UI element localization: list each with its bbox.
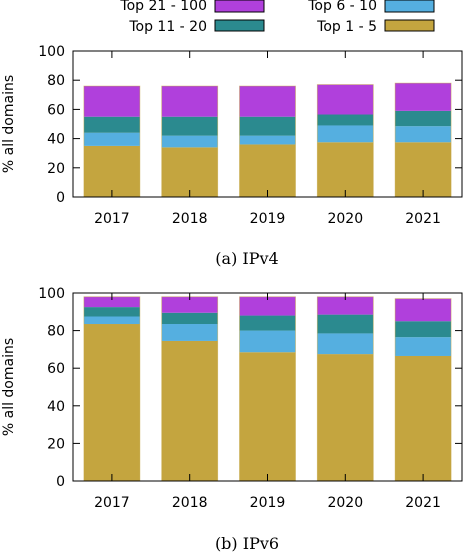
x-tick-label-2020: 2020 <box>327 495 363 511</box>
bar-top-11-20-2021 <box>395 321 452 338</box>
bar-top-1-5-2020 <box>317 354 374 481</box>
legend-label-top-11-20: Top 11 - 20 <box>128 19 207 35</box>
plot-frame <box>72 50 463 198</box>
bar-top-21-100-2018 <box>161 296 218 313</box>
x-tick-label-2019: 2019 <box>250 495 286 511</box>
bar-top-1-5-2019 <box>239 144 296 197</box>
bar-top-1-5-2017 <box>83 145 140 197</box>
y-tick-label: 100 <box>38 44 65 60</box>
legend-label-top-1-5: Top 1 - 5 <box>316 19 377 35</box>
bar-top-6-10-2021 <box>395 337 452 356</box>
bar-top-11-20-2017 <box>83 116 140 133</box>
bar-top-1-5-2018 <box>161 147 218 197</box>
y-tick-label: 60 <box>47 361 65 377</box>
bar-top-1-5-2021 <box>395 355 452 481</box>
x-tick-label-2017: 2017 <box>94 495 130 511</box>
x-tick-label-2017: 2017 <box>94 211 130 227</box>
bar-top-11-20-2018 <box>161 312 218 325</box>
y-tick-label: 0 <box>56 474 65 490</box>
bar-top-6-10-2021 <box>395 126 452 143</box>
bar-top-11-20-2017 <box>83 307 140 317</box>
bar-top-11-20-2020 <box>317 114 374 126</box>
bar-top-21-100-2020 <box>317 296 374 315</box>
bar-top-6-10-2020 <box>317 333 374 355</box>
bar-top-21-100-2018 <box>161 86 218 117</box>
x-tick-label-2021: 2021 <box>405 211 441 227</box>
y-tick-label: 40 <box>47 399 65 415</box>
bar-top-1-5-2021 <box>395 142 452 197</box>
bar-top-21-100-2017 <box>83 296 140 308</box>
chart-caption: (b) IPv6 <box>215 534 279 553</box>
bar-top-11-20-2020 <box>317 314 374 334</box>
legend-swatch-top-11-20 <box>214 19 265 32</box>
x-tick-label-2018: 2018 <box>172 495 208 511</box>
y-tick-label: 0 <box>56 190 65 206</box>
x-tick-label-2021: 2021 <box>405 495 441 511</box>
bar-top-11-20-2021 <box>395 110 452 127</box>
bar-top-1-5-2017 <box>83 324 140 481</box>
bar-top-21-100-2021 <box>395 83 452 111</box>
legend-label-top-6-10: Top 6 - 10 <box>307 0 377 14</box>
bar-top-6-10-2017 <box>83 316 140 325</box>
bar-top-11-20-2019 <box>239 116 296 136</box>
chart-caption: (a) IPv4 <box>215 249 278 268</box>
y-tick-label: 80 <box>47 73 65 89</box>
y-tick-label: 20 <box>47 436 65 452</box>
bar-top-6-10-2017 <box>83 132 140 146</box>
x-tick-label-2020: 2020 <box>327 211 363 227</box>
x-tick-label-2019: 2019 <box>250 211 286 227</box>
legend: Top 21 - 100 Top 11 - 20 Top 6 - 10 Top … <box>119 0 435 35</box>
ipv6-chart: 0 20 40 60 80 100 2017 2018 2019 2020 2021 % all do… <box>1 286 463 553</box>
ipv4-chart: 0 20 40 60 80 100 2017 2018 2019 2020 2021 % all do… <box>1 44 463 268</box>
y-axis-label: % all domains <box>1 338 17 436</box>
bar-top-21-100-2020 <box>317 84 374 115</box>
y-tick-label: 40 <box>47 132 65 148</box>
legend-swatch-top-21-100 <box>214 0 265 13</box>
bar-top-1-5-2019 <box>239 352 296 481</box>
y-tick-label: 60 <box>47 102 65 118</box>
legend-swatch-top-6-10 <box>384 0 435 13</box>
bar-top-21-100-2019 <box>239 296 296 316</box>
bar-top-1-5-2020 <box>317 142 374 197</box>
bar-top-21-100-2017 <box>83 86 140 117</box>
bar-top-1-5-2018 <box>161 340 218 481</box>
bar-top-11-20-2018 <box>161 116 218 136</box>
legend-label-top-21-100: Top 21 - 100 <box>119 0 207 14</box>
bar-top-6-10-2019 <box>239 135 296 145</box>
y-axis-label: % all domains <box>1 75 17 173</box>
bar-top-21-100-2021 <box>395 298 452 322</box>
x-tick-label-2018: 2018 <box>172 211 208 227</box>
plot-frame <box>72 292 463 482</box>
bar-top-11-20-2019 <box>239 315 296 331</box>
y-tick-label: 100 <box>38 286 65 302</box>
bar-top-6-10-2018 <box>161 135 218 148</box>
y-tick-label: 80 <box>47 324 65 340</box>
bar-top-6-10-2020 <box>317 125 374 143</box>
bar-top-6-10-2018 <box>161 324 218 341</box>
bar-top-21-100-2019 <box>239 86 296 117</box>
legend-swatch-top-1-5 <box>384 19 435 32</box>
bar-top-6-10-2019 <box>239 330 296 353</box>
y-tick-label: 20 <box>47 161 65 177</box>
